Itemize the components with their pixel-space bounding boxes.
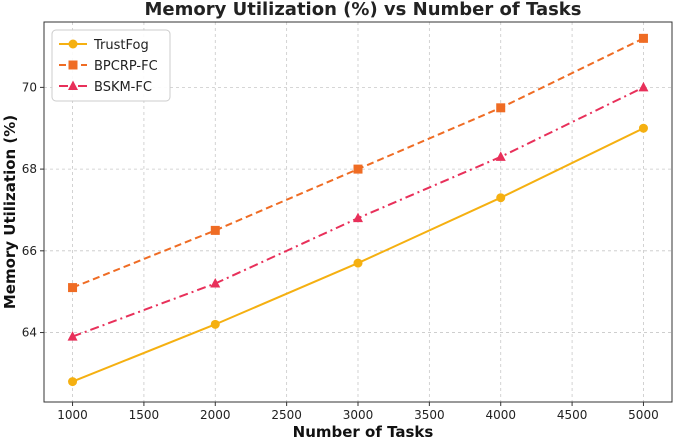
y-tick-label: 70 bbox=[22, 80, 37, 94]
series-trustfog bbox=[68, 123, 648, 387]
legend-marker-trustfog bbox=[68, 39, 78, 49]
data-point-trustfog bbox=[638, 123, 648, 133]
data-point-trustfog bbox=[68, 377, 78, 387]
legend-box bbox=[51, 29, 171, 102]
x-tick-label: 3000 bbox=[343, 408, 374, 422]
legend-label-bskm-fc: BSKM-FC bbox=[94, 80, 152, 95]
legend-marker-bpcrp-fc bbox=[68, 60, 78, 70]
chart-title: Memory Utilization (%) vs Number of Task… bbox=[144, 0, 581, 20]
data-point-bskm-fc bbox=[210, 278, 221, 288]
x-tick-label: 1500 bbox=[129, 408, 160, 422]
series-bpcrp-fc bbox=[68, 33, 648, 293]
y-tick-label: 68 bbox=[22, 162, 37, 176]
x-axis-ticks: 1000 1500 2000 2500 3000 3500 4000 4500 5000 bbox=[57, 402, 659, 422]
y-tick-label: 64 bbox=[22, 326, 37, 340]
data-point-bpcrp-fc bbox=[353, 164, 363, 174]
data-point-trustfog bbox=[353, 258, 363, 268]
series-group bbox=[67, 33, 649, 387]
x-axis-label: Number of Tasks bbox=[293, 423, 434, 440]
data-point-bskm-fc bbox=[67, 331, 78, 341]
legend-label-trustfog: TrustFog bbox=[93, 38, 149, 53]
y-axis-label: Memory Utilization (%) bbox=[1, 115, 19, 309]
x-tick-label: 4500 bbox=[557, 408, 588, 422]
x-tick-label: 2500 bbox=[271, 408, 302, 422]
data-point-bpcrp-fc bbox=[68, 283, 78, 293]
legend-label-bpcrp-fc: BPCRP-FC bbox=[94, 59, 158, 74]
legend-marker-bskm-fc bbox=[68, 80, 78, 90]
y-axis-ticks: 64 66 68 70 bbox=[22, 80, 44, 340]
data-point-bpcrp-fc bbox=[638, 33, 648, 43]
data-point-bskm-fc bbox=[353, 212, 363, 223]
x-tick-label: 2000 bbox=[200, 408, 231, 422]
y-tick-label: 66 bbox=[22, 244, 37, 258]
data-point-trustfog bbox=[496, 193, 506, 203]
x-tick-label: 4000 bbox=[485, 408, 516, 422]
data-point-bskm-fc bbox=[495, 151, 506, 161]
series-bskm-fc bbox=[67, 81, 649, 341]
data-point-bskm-fc bbox=[638, 81, 649, 92]
x-tick-label: 3500 bbox=[414, 408, 445, 422]
legend: TrustFog BPCRP-FC BSKM-FC bbox=[51, 29, 171, 102]
data-point-bpcrp-fc bbox=[496, 103, 506, 113]
data-point-trustfog bbox=[210, 319, 220, 329]
x-tick-label: 5000 bbox=[628, 408, 659, 422]
x-tick-label: 1000 bbox=[57, 408, 88, 422]
data-point-bpcrp-fc bbox=[210, 225, 220, 235]
